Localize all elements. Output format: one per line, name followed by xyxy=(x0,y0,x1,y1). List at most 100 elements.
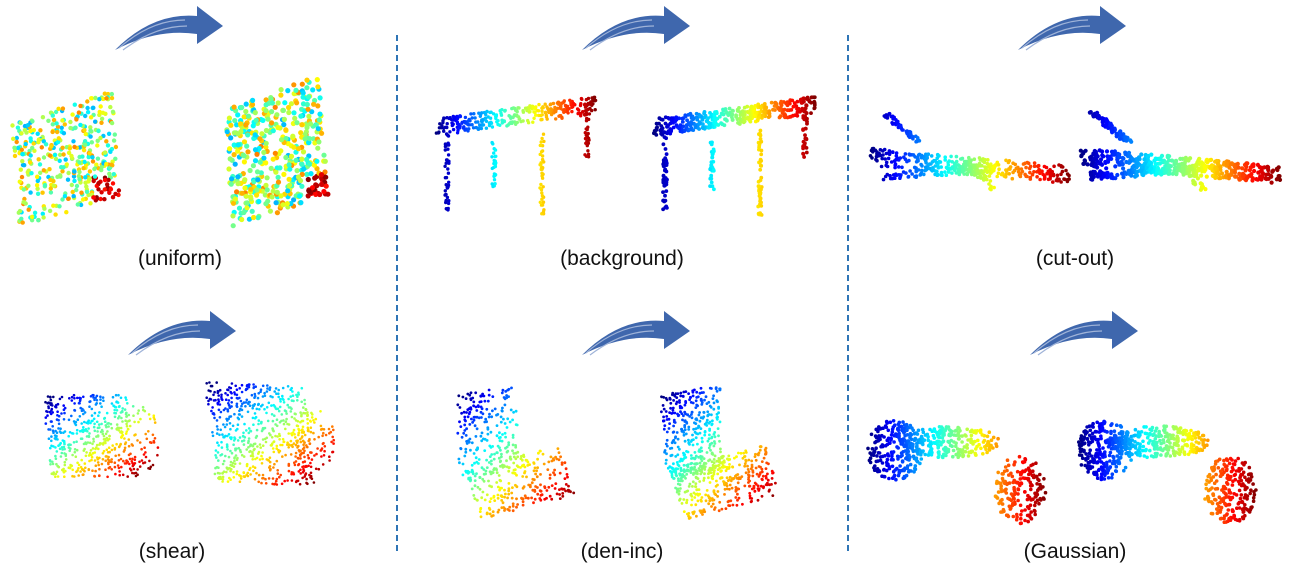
point xyxy=(274,112,279,117)
point xyxy=(227,146,232,151)
point xyxy=(68,397,71,400)
point xyxy=(306,418,309,421)
point xyxy=(483,449,486,452)
point xyxy=(52,396,55,399)
point xyxy=(508,482,511,485)
point xyxy=(672,399,675,402)
point xyxy=(1120,172,1124,176)
point xyxy=(306,177,311,182)
point xyxy=(564,461,567,464)
point xyxy=(717,490,720,493)
point xyxy=(917,168,921,172)
arrow xyxy=(1030,311,1138,355)
point xyxy=(125,399,128,402)
point xyxy=(80,466,83,469)
point xyxy=(247,411,250,414)
point xyxy=(294,436,297,439)
point xyxy=(47,395,50,398)
point xyxy=(290,410,293,413)
point xyxy=(64,461,67,464)
point xyxy=(467,478,470,481)
point xyxy=(296,446,299,449)
point xyxy=(62,404,65,407)
point xyxy=(463,416,466,419)
point xyxy=(708,184,712,188)
point xyxy=(315,418,318,421)
point xyxy=(144,451,147,454)
point xyxy=(943,155,947,159)
point xyxy=(997,163,1001,167)
point xyxy=(241,152,246,157)
point xyxy=(1275,167,1279,171)
point xyxy=(99,395,102,398)
point xyxy=(52,184,56,188)
point xyxy=(496,424,499,427)
point xyxy=(269,109,274,114)
point xyxy=(282,441,285,444)
point xyxy=(485,470,488,473)
point xyxy=(68,419,71,422)
point xyxy=(101,111,105,115)
point xyxy=(131,472,134,475)
point xyxy=(708,434,711,437)
point xyxy=(73,402,76,405)
point xyxy=(132,414,135,417)
point xyxy=(232,105,237,110)
point xyxy=(783,113,787,117)
point xyxy=(683,434,686,437)
point xyxy=(695,118,699,122)
point xyxy=(480,406,483,409)
point xyxy=(480,496,483,499)
point xyxy=(287,183,292,188)
point xyxy=(558,458,561,461)
point xyxy=(246,399,249,402)
point xyxy=(512,462,515,465)
point xyxy=(524,494,527,497)
point xyxy=(97,461,100,464)
point xyxy=(963,160,967,164)
point xyxy=(1227,174,1231,178)
point xyxy=(718,115,722,119)
point xyxy=(12,146,16,150)
point xyxy=(323,454,326,457)
point xyxy=(305,465,308,468)
point xyxy=(476,427,479,430)
point xyxy=(540,191,543,194)
point xyxy=(523,455,526,458)
point xyxy=(134,433,137,436)
point xyxy=(983,158,987,162)
point xyxy=(132,405,135,408)
point xyxy=(661,162,665,166)
point xyxy=(225,471,228,474)
point xyxy=(298,450,301,453)
point xyxy=(245,429,248,432)
point xyxy=(259,446,262,449)
point xyxy=(566,111,569,114)
point xyxy=(266,390,269,393)
point xyxy=(232,443,235,446)
point xyxy=(91,408,94,411)
point xyxy=(137,412,140,415)
point xyxy=(219,416,222,419)
point xyxy=(102,399,105,402)
point xyxy=(957,168,961,172)
point xyxy=(50,445,53,448)
point xyxy=(238,121,243,126)
point xyxy=(234,189,239,194)
point xyxy=(1154,162,1158,166)
point xyxy=(272,429,275,432)
point xyxy=(935,170,939,174)
point xyxy=(93,96,97,100)
point xyxy=(897,173,901,177)
point xyxy=(666,431,669,434)
point xyxy=(61,152,65,156)
point xyxy=(302,431,305,434)
point xyxy=(87,427,90,430)
point xyxy=(324,445,327,448)
point xyxy=(267,420,270,423)
point xyxy=(52,429,55,432)
point xyxy=(473,416,476,419)
point xyxy=(446,167,449,170)
point xyxy=(566,473,569,476)
point xyxy=(113,409,116,412)
